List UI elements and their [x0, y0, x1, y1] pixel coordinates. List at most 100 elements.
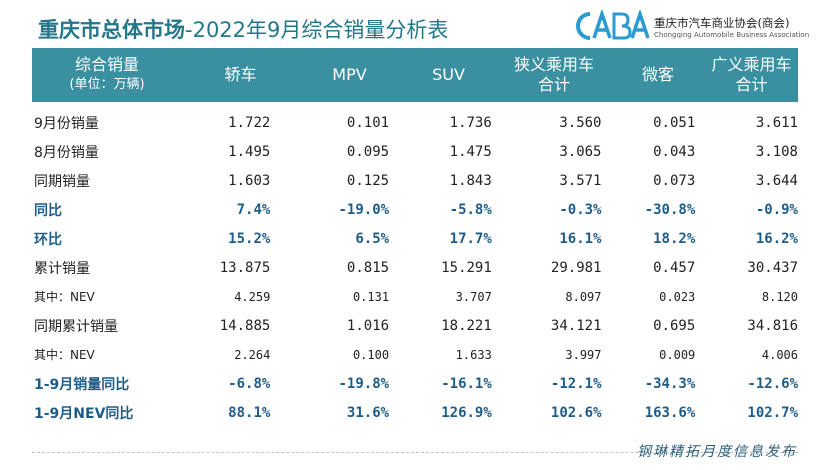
title-main: 重庆市总体市场 — [38, 18, 185, 42]
table-cell: -16.1% — [441, 375, 492, 392]
table-cell: 3.108 — [755, 143, 798, 160]
table-row: 其中：NEV 2.264 0.100 1.633 3.997 0.009 4.006 — [32, 340, 798, 369]
table-cell: 0.815 — [346, 259, 390, 276]
table-body: 9月份销量 1.722 0.101 1.736 3.560 0.051 3.611 8月份销量… — [32, 108, 798, 427]
table-cell: 3.571 — [559, 172, 602, 189]
col-header-suv: SUV — [432, 65, 465, 84]
table-cell: 0.131 — [352, 289, 390, 304]
row-label: 同比 — [34, 202, 62, 219]
col-header-sedan: 轿车 — [224, 65, 257, 84]
table-row: 9月份销量 1.722 0.101 1.736 3.560 0.051 3.611 — [32, 108, 798, 137]
table-cell: 102.6% — [550, 404, 602, 421]
table-cell: -0.9% — [755, 201, 798, 218]
table-cell: 31.6% — [346, 404, 390, 421]
row-label: 同期销量 — [34, 173, 90, 190]
table-cell: 102.7% — [747, 404, 798, 421]
table-row: 1-9月销量同比 -6.8% -19.8% -16.1% -12.1% -34.3% -12… — [32, 369, 798, 398]
row-label: 环比 — [34, 231, 62, 248]
page-title: 重庆市总体市场-2022年9月综合销量分析表 — [38, 14, 448, 44]
table-cell: 0.125 — [346, 172, 390, 189]
table-cell: -30.8% — [644, 201, 696, 218]
table-cell: 0.023 — [659, 289, 696, 304]
table-cell: 1.495 — [228, 143, 271, 160]
table-cell: 4.259 — [234, 289, 271, 304]
table-cell: 163.6% — [644, 404, 696, 421]
table-row: 8月份销量 1.495 0.095 1.475 3.065 0.043 3.108 — [32, 137, 798, 166]
table-cell: 0.043 — [653, 143, 696, 160]
table-row: 1-9月NEV同比 88.1% 31.6% 126.9% 102.6% 163.6% 102… — [32, 398, 798, 427]
table-cell: 15.2% — [228, 230, 271, 247]
table-cell: 3.707 — [455, 289, 492, 304]
table-row: 同期销量 1.603 0.125 1.843 3.571 0.073 3.644 — [32, 166, 798, 195]
sales-table: 综合销量 (单位：万辆) 轿车 MPV SUV 狭义乘用车 合计 微客 广义乘用… — [32, 48, 798, 427]
table-cell: 0.009 — [659, 347, 696, 362]
table-cell: 17.7% — [449, 230, 492, 247]
table-cell: 0.457 — [653, 259, 696, 276]
col-header-broad-total-line2: 合计 — [735, 75, 768, 94]
col-header-narrow-total-line1: 狭义乘用车 — [513, 55, 594, 74]
table-cell: 4.006 — [761, 347, 798, 362]
table-cell: 13.875 — [219, 259, 271, 276]
row-label: 1-9月NEV同比 — [34, 405, 134, 422]
table-cell: -19.0% — [338, 201, 390, 218]
row-label: 累计销量 — [34, 260, 90, 277]
col-header-narrow-total: 狭义乘用车 合计 — [497, 55, 611, 95]
table-cell: 16.1% — [559, 230, 602, 247]
table-cell: -19.8% — [338, 375, 390, 392]
table-cell: 1.633 — [455, 347, 492, 362]
title-subtitle: -2022年9月综合销量分析表 — [185, 18, 449, 42]
table-cell: -0.3% — [559, 201, 602, 218]
table-cell: 0.095 — [346, 143, 390, 160]
row-label: 其中：NEV — [34, 348, 95, 362]
col-header-microvan: 微客 — [641, 65, 674, 84]
table-cell: 3.560 — [559, 114, 602, 131]
table-cell: 30.437 — [747, 259, 798, 276]
table-cell: 3.644 — [755, 172, 798, 189]
table-header-row: 综合销量 (单位：万辆) 轿车 MPV SUV 狭义乘用车 合计 微客 广义乘用… — [32, 48, 798, 102]
table-cell: 8.120 — [761, 289, 798, 304]
footer-caption: 钢琳精拓月度信息发布 — [637, 444, 797, 460]
table-cell: 1.843 — [449, 172, 492, 189]
table-cell: -34.3% — [644, 375, 696, 392]
table-cell: 34.816 — [747, 317, 798, 334]
table-cell: 0.100 — [352, 347, 390, 362]
table-row: 累计销量 13.875 0.815 15.291 29.981 0.457 30.437 — [32, 253, 798, 282]
col-header-metric: 综合销量 (单位：万辆) — [32, 55, 182, 95]
table-cell: -6.8% — [228, 375, 271, 392]
col-header-broad-total: 广义乘用车 合计 — [705, 55, 798, 95]
table-cell: 1.722 — [228, 114, 271, 131]
table-cell: 0.073 — [653, 172, 696, 189]
table-cell: 0.695 — [653, 317, 696, 334]
col-header-mpv: MPV — [332, 65, 367, 84]
table-cell: 88.1% — [228, 404, 271, 421]
table-cell: 1.475 — [449, 143, 492, 160]
table-cell: 2.264 — [234, 347, 271, 362]
table-row: 同期累计销量 14.885 1.016 18.221 34.121 0.695 34.816 — [32, 311, 798, 340]
table-cell: 0.051 — [653, 114, 696, 131]
table-row: 同比 7.4% -19.0% -5.8% -0.3% -30.8% -0.9% — [32, 195, 798, 224]
col-header-broad-total-line1: 广义乘用车 — [711, 55, 792, 74]
row-label: 1-9月销量同比 — [34, 376, 130, 393]
row-label: 同期累计销量 — [34, 318, 118, 335]
logo-text-english: Chongqing Automobile Business Associatio… — [654, 31, 810, 39]
col-header-metric-line1: 综合销量 — [74, 55, 139, 74]
table-cell: 3.611 — [755, 114, 798, 131]
table-cell: 34.121 — [550, 317, 602, 334]
table-cell: 0.101 — [346, 114, 390, 131]
table-cell: -5.8% — [449, 201, 492, 218]
row-label: 其中：NEV — [34, 290, 95, 304]
table-cell: 6.5% — [355, 230, 390, 247]
footer-divider — [32, 452, 798, 454]
table-row: 环比 15.2% 6.5% 17.7% 16.1% 18.2% 16.2% — [32, 224, 798, 253]
table-cell: 1.603 — [228, 172, 271, 189]
table-cell: 3.997 — [565, 347, 602, 362]
table-cell: 1.016 — [346, 317, 390, 334]
table-cell: -12.1% — [550, 375, 602, 392]
logo-text-chinese: 重庆市汽车商业协会(商会) — [654, 16, 790, 30]
table-cell: -12.6% — [747, 375, 798, 392]
table-cell: 126.9% — [441, 404, 492, 421]
page-header: 重庆市总体市场-2022年9月综合销量分析表 重庆市汽车商业协会(商会) Cho… — [0, 0, 823, 46]
table-cell: 15.291 — [441, 259, 492, 276]
table-cell: 18.221 — [441, 317, 492, 334]
col-header-metric-unit: (单位：万辆) — [69, 77, 145, 92]
